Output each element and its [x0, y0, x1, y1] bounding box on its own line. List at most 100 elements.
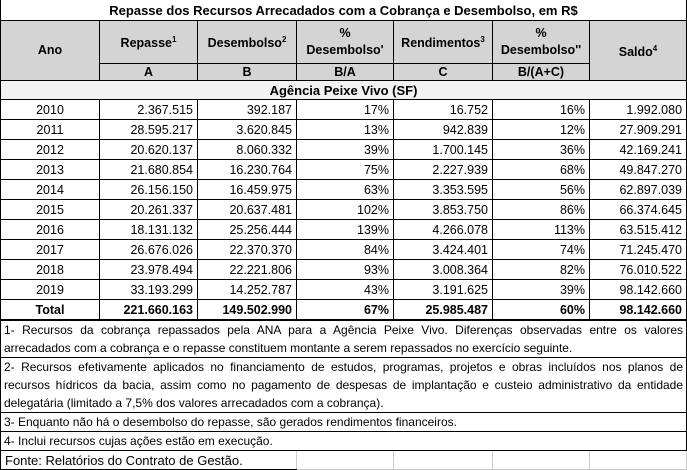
cell-rendimentos: 3.008.364 — [393, 259, 493, 280]
empty-cell — [296, 450, 394, 470]
cell-saldo: 71.245.470 — [588, 239, 687, 260]
cell-year: 2019 — [0, 279, 100, 300]
cell-saldo: 66.374.645 — [588, 199, 687, 220]
cell-saldo: 42.169.241 — [588, 139, 687, 160]
cell-repasse: 26.676.026 — [99, 239, 198, 260]
cell-repasse: 20.261.337 — [99, 199, 198, 220]
cell-saldo: 1.992.080 — [588, 99, 687, 120]
cell-year: 2017 — [0, 239, 100, 260]
header-ano: Ano — [0, 20, 100, 81]
cell-saldo: 63.515.412 — [588, 219, 687, 240]
cell-year: 2013 — [0, 159, 100, 180]
total-desembolso: 149.502.990 — [197, 299, 297, 321]
cell-desembolso: 3.620.845 — [197, 119, 297, 140]
total-pct-2: 60% — [492, 299, 590, 321]
cell-saldo: 98.142.660 — [588, 279, 687, 300]
table-row: 2013 21.680.854 16.230.764 75% 2.227.939 68% 4… — [0, 159, 687, 180]
total-rendimentos: 25.985.487 — [393, 299, 493, 321]
cell-desembolso: 392.187 — [197, 99, 297, 120]
cell-pct-desembolso-2: 82% — [492, 259, 590, 280]
footnote-1: 1- Recursos da cobrança repassados pela … — [0, 319, 687, 358]
table-row: 2015 20.261.337 20.637.481 102% 3.853.750 86%… — [0, 199, 687, 220]
cell-year: 2011 — [0, 119, 100, 140]
formula-b-a: B/A — [296, 63, 394, 81]
cell-pct-desembolso-1: 13% — [296, 119, 394, 140]
cell-rendimentos: 1.700.145 — [393, 139, 493, 160]
cell-year: 2010 — [0, 99, 100, 120]
cell-desembolso: 16.230.764 — [197, 159, 297, 180]
empty-cell — [588, 450, 687, 470]
cell-rendimentos: 2.227.939 — [393, 159, 493, 180]
cell-year: 2018 — [0, 259, 100, 280]
cell-pct-desembolso-2: 86% — [492, 199, 590, 220]
cell-rendimentos: 16.752 — [393, 99, 493, 120]
cell-desembolso: 22.221.806 — [197, 259, 297, 280]
empty-cell — [492, 450, 590, 470]
cell-pct-desembolso-2: 68% — [492, 159, 590, 180]
cell-pct-desembolso-1: 75% — [296, 159, 394, 180]
cell-repasse: 21.680.854 — [99, 159, 198, 180]
cell-pct-desembolso-2: 113% — [492, 219, 590, 240]
cell-desembolso: 22.370.370 — [197, 239, 297, 260]
footnote-4: 4- Inclui recursos cujas ações estão em … — [0, 431, 687, 451]
table-row: 2019 33.193.299 14.252.787 43% 3.191.625 39% 9… — [0, 279, 687, 300]
agency-label: Agência Peixe Vivo (SF) — [0, 80, 687, 100]
header-formula-row: A B B/A C B/(A+C) — [1, 63, 687, 81]
cell-pct-desembolso-1: 84% — [296, 239, 394, 260]
total-row: Total 221.660.163 149.502.990 67% 25.985… — [0, 299, 687, 321]
cell-pct-desembolso-2: 56% — [492, 179, 590, 200]
cell-rendimentos: 3.353.595 — [393, 179, 493, 200]
header-repasse: Repasse1 — [99, 20, 198, 64]
cell-rendimentos: 3.191.625 — [393, 279, 493, 300]
header-pct-desembolso-1: % Desembolso' — [296, 20, 394, 64]
cell-saldo: 27.909.291 — [588, 119, 687, 140]
formula-b: B — [197, 63, 297, 81]
cell-pct-desembolso-1: 139% — [296, 219, 394, 240]
cell-pct-desembolso-2: 36% — [492, 139, 590, 160]
cell-pct-desembolso-2: 39% — [492, 279, 590, 300]
cell-rendimentos: 3.424.401 — [393, 239, 493, 260]
cell-pct-desembolso-1: 17% — [296, 99, 394, 120]
cell-rendimentos: 942.839 — [393, 119, 493, 140]
cell-rendimentos: 4.266.078 — [393, 219, 493, 240]
cell-saldo: 62.897.039 — [588, 179, 687, 200]
cell-repasse: 28.595.217 — [99, 119, 198, 140]
cell-desembolso: 8.060.332 — [197, 139, 297, 160]
cell-repasse: 2.367.515 — [99, 99, 198, 120]
cell-desembolso: 20.637.481 — [197, 199, 297, 220]
cell-pct-desembolso-2: 74% — [492, 239, 590, 260]
cell-year: 2016 — [0, 219, 100, 240]
cell-repasse: 33.193.299 — [99, 279, 198, 300]
header-pct-desembolso-2: % Desembolso'' — [492, 20, 590, 64]
table-row: 2017 26.676.026 22.370.370 84% 3.424.401 74% 7… — [0, 239, 687, 260]
empty-cell — [393, 450, 493, 470]
table-row: 2010 2.367.515 392.187 17% 16.752 16% 1.992.08… — [0, 99, 687, 120]
cell-pct-desembolso-1: 102% — [296, 199, 394, 220]
cell-desembolso: 16.459.975 — [197, 179, 297, 200]
cell-year: 2015 — [0, 199, 100, 220]
table-row: 2018 23.978.494 22.221.806 93% 3.008.364 82% 7… — [0, 259, 687, 280]
cell-year: 2014 — [0, 179, 100, 200]
table-row: 2016 18.131.132 25.256.444 139% 4.266.078 113… — [0, 219, 687, 240]
cell-pct-desembolso-1: 93% — [296, 259, 394, 280]
cell-desembolso: 25.256.444 — [197, 219, 297, 240]
cell-year: 2012 — [0, 139, 100, 160]
cell-pct-desembolso-2: 12% — [492, 119, 590, 140]
cell-repasse: 18.131.132 — [99, 219, 198, 240]
cell-rendimentos: 3.853.750 — [393, 199, 493, 220]
table-row: 2012 20.620.137 8.060.332 39% 1.700.145 36% 42… — [0, 139, 687, 160]
cell-pct-desembolso-1: 63% — [296, 179, 394, 200]
formula-a: A — [99, 63, 198, 81]
formula-b-ac: B/(A+C) — [492, 63, 590, 81]
cell-saldo: 49.847.270 — [588, 159, 687, 180]
footnote-2: 2- Recursos efetivamente aplicados no fi… — [0, 357, 687, 413]
table-title: Repasse dos Recursos Arrecadados com a C… — [0, 0, 687, 21]
cell-pct-desembolso-1: 39% — [296, 139, 394, 160]
cell-saldo: 76.010.522 — [588, 259, 687, 280]
cell-desembolso: 14.252.787 — [197, 279, 297, 300]
table-row: 2014 26.156.150 16.459.975 63% 3.353.595 56% 6… — [0, 179, 687, 200]
table-row: 2011 28.595.217 3.620.845 13% 942.839 12% 27.9… — [0, 119, 687, 140]
cell-repasse: 26.156.150 — [99, 179, 198, 200]
total-repasse: 221.660.163 — [99, 299, 198, 321]
